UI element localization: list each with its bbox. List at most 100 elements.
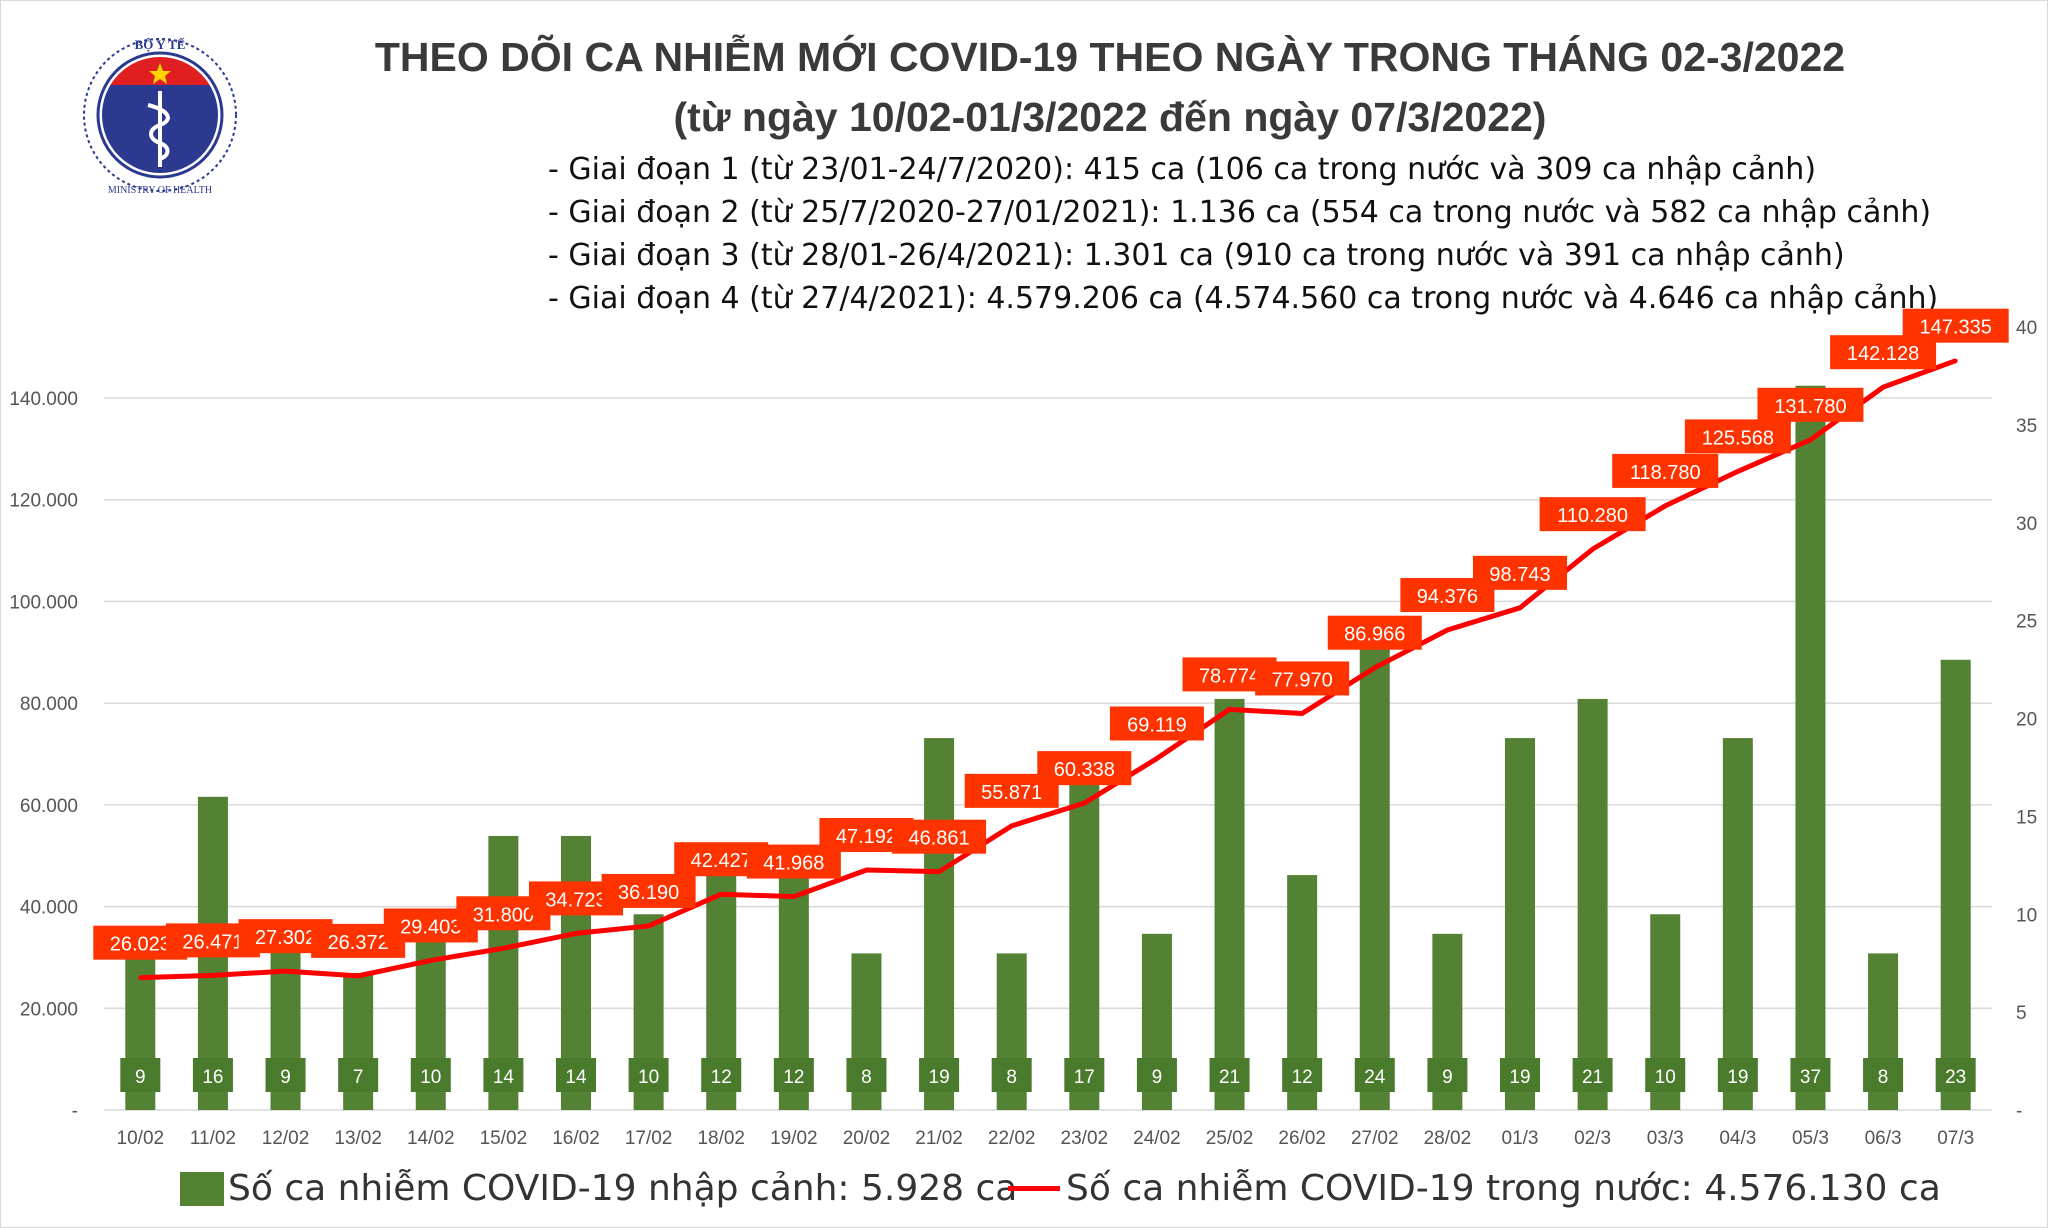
bar-value-label-bg: [1717, 1058, 1758, 1092]
line-point-domestic: [1154, 756, 1159, 761]
line-point-domestic: [138, 975, 143, 980]
line-value-label: 118.780: [1630, 462, 1701, 484]
bar-value-label: 10: [1655, 1067, 1676, 1088]
bar-value-label-bg: [120, 1058, 161, 1092]
bar-value-label: 8: [1878, 1067, 1889, 1088]
bar-value-label: 19: [1509, 1067, 1530, 1088]
bar-value-label: 37: [1800, 1067, 1821, 1088]
line-value-label: 69.119: [1127, 714, 1187, 736]
x-axis-category-label: 12/02: [262, 1128, 310, 1149]
line-point-domestic: [1300, 711, 1305, 716]
right-axis-tick-label: 5: [2016, 1003, 2027, 1024]
bar-value-label-bg: [1427, 1058, 1468, 1092]
line-value-label: 31.800: [473, 904, 534, 926]
line-value-label: 147.335: [1920, 317, 1992, 339]
bar-value-label: 21: [1219, 1067, 1240, 1088]
bar-value-label-bg: [192, 1058, 233, 1092]
bar-value-label-bg: [1136, 1058, 1177, 1092]
line-point-domestic: [1372, 665, 1377, 670]
line-point-domestic: [283, 969, 288, 974]
legend-line-swatch: [1008, 1186, 1060, 1191]
line-value-label: 42.427: [691, 850, 752, 872]
bar-value-label: 9: [280, 1067, 291, 1088]
legend-label-domestic: Số ca nhiễm COVID-19 trong nước: 4.576.1…: [1066, 1168, 1941, 1209]
left-axis-tick-label: -: [72, 1101, 78, 1122]
bar-value-label-bg: [991, 1058, 1032, 1092]
line-value-label-bg: [1255, 661, 1350, 696]
line-value-label: 98.743: [1489, 564, 1550, 586]
line-point-domestic: [864, 867, 869, 872]
right-axis-tick-label: 25: [2016, 612, 2037, 633]
chart-title: THEO DÕI CA NHIỄM MỚI COVID-19 THEO NGÀY…: [374, 34, 1846, 80]
bar-value-label: 7: [353, 1067, 364, 1088]
line-value-label: 110.280: [1557, 505, 1628, 527]
x-axis-category-label: 10/02: [117, 1128, 165, 1149]
line-value-label: 26.372: [328, 932, 389, 954]
chart-subtitle: (từ ngày 10/02-01/3/2022 đến ngày 07/3/2…: [673, 94, 1547, 140]
bar-value-label-bg: [410, 1058, 451, 1092]
line-value-label: 29.403: [400, 916, 461, 938]
bar-value-label: 23: [1945, 1067, 1966, 1088]
right-axis-tick-label: 40: [2016, 318, 2037, 339]
line-value-label-bg: [1684, 419, 1791, 454]
line-value-label: 131.780: [1774, 396, 1846, 418]
bar-value-label-bg: [338, 1058, 379, 1092]
line-point-domestic: [1663, 503, 1668, 508]
x-axis-category-label: 07/3: [1937, 1128, 1974, 1149]
bar-imported: [1722, 738, 1753, 1110]
phase-3-summary: - Giai đoạn 3 (từ 28/01-26/4/2021): 1.30…: [548, 238, 1845, 273]
line-value-label: 26.471: [182, 931, 243, 953]
bar-value-label: 10: [638, 1067, 659, 1088]
x-axis-category-label: 22/02: [988, 1128, 1036, 1149]
line-value-label: 46.861: [908, 828, 969, 850]
bar-value-label-bg: [1282, 1058, 1323, 1092]
x-axis-category-label: 15/02: [480, 1128, 528, 1149]
line-value-label: 78.774: [1199, 665, 1260, 687]
left-axis-tick-label: 120.000: [9, 491, 78, 512]
line-domestic: [140, 358, 1957, 981]
phase-1-summary: - Giai đoạn 1 (từ 23/01-24/7/2020): 415 …: [548, 152, 1817, 187]
line-value-label: 36.190: [618, 882, 679, 904]
x-axis-category-label: 16/02: [552, 1128, 600, 1149]
x-axis-category-label: 26/02: [1278, 1128, 1326, 1149]
bar-value-label-bg: [483, 1058, 524, 1092]
line-point-domestic: [1953, 358, 1958, 363]
bar-value-label: 19: [1727, 1067, 1748, 1088]
bar-value-label-bg: [265, 1058, 306, 1092]
left-axis-tick-label: 60.000: [20, 796, 78, 817]
line-point-domestic: [719, 892, 724, 897]
line-value-label: 142.128: [1847, 343, 1919, 365]
bar-value-label: 16: [202, 1067, 223, 1088]
line-point-domestic: [1082, 801, 1087, 806]
line-value-label: 94.376: [1417, 586, 1478, 608]
bar-value-label-bg: [1209, 1058, 1250, 1092]
left-axis-tick-label: 100.000: [9, 592, 78, 613]
bar-value-label: 24: [1364, 1067, 1386, 1088]
line-value-label-bg: [1473, 555, 1567, 590]
bar-value-label-bg: [919, 1058, 960, 1092]
bar-value-label: 10: [420, 1067, 441, 1088]
bar-value-label: 8: [861, 1067, 872, 1088]
x-axis-category-label: 11/02: [190, 1128, 236, 1149]
bar-value-label: 9: [1442, 1067, 1453, 1088]
bar-value-label-bg: [701, 1058, 742, 1092]
line-value-label: 27.302: [255, 927, 316, 949]
bar-value-label-bg: [846, 1058, 887, 1092]
line-value-label: 34.723: [545, 889, 606, 911]
line-value-label-bg: [1539, 497, 1646, 532]
line-point-domestic: [210, 973, 215, 978]
bar-value-label: 12: [711, 1067, 732, 1088]
line-value-label-bg: [892, 819, 987, 854]
x-axis-category-label: 13/02: [334, 1128, 382, 1149]
bar-value-label: 9: [1152, 1067, 1163, 1088]
x-axis-category-label: 20/02: [843, 1128, 891, 1149]
line-point-domestic: [1227, 707, 1232, 712]
bar-value-label: 9: [135, 1067, 146, 1088]
right-axis-tick-label: 20: [2016, 710, 2037, 731]
line-value-label: 125.568: [1702, 427, 1774, 449]
x-axis-category-label: 02/3: [1574, 1128, 1611, 1149]
line-point-domestic: [1735, 469, 1740, 474]
legend-item-imported: Số ca nhiễm COVID-19 nhập cảnh: 5.928 ca: [180, 1168, 1017, 1209]
bar-value-label-bg: [628, 1058, 669, 1092]
right-axis-tick-label: 15: [2016, 807, 2037, 828]
